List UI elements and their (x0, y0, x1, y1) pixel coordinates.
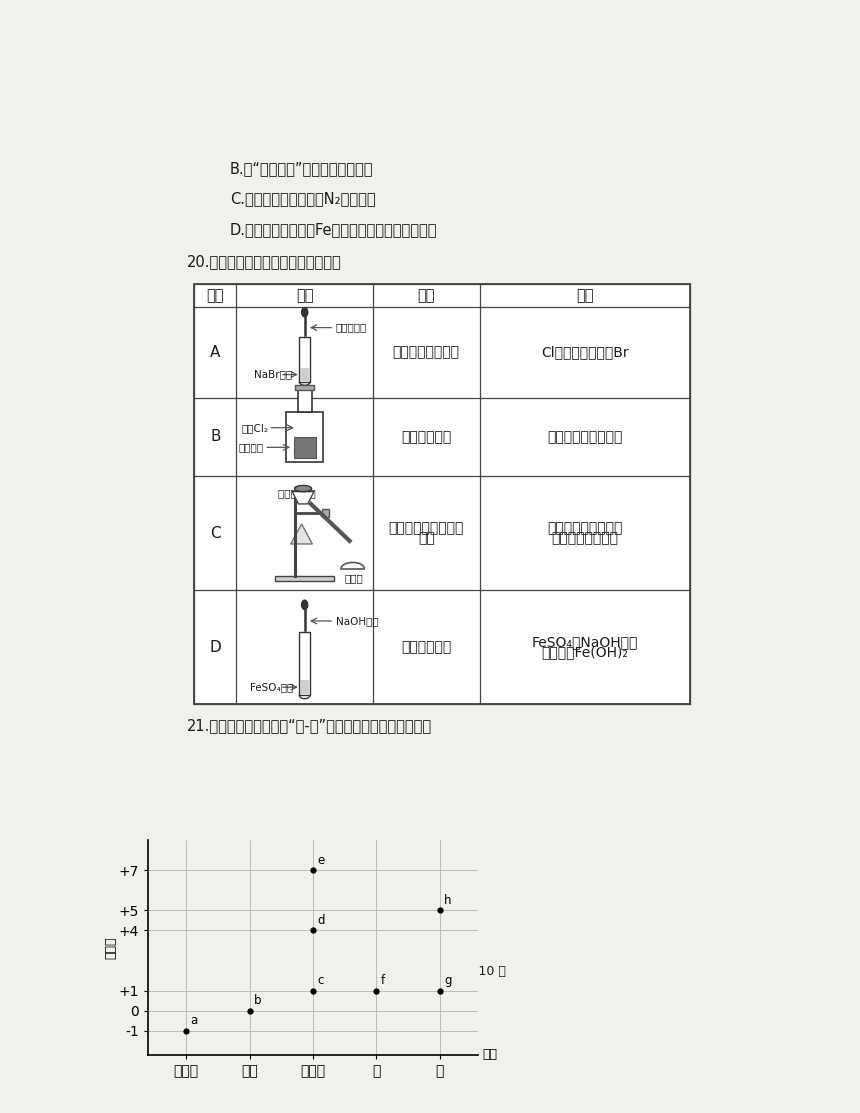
Bar (194, 284, 691, 705)
Text: FeSO₄溶液: FeSO₄溶液 (250, 682, 293, 692)
Text: 干燥氯气具有漂白性: 干燥氯气具有漂白性 (547, 430, 623, 444)
Bar (286, 412, 323, 462)
Text: 现象: 现象 (417, 288, 435, 303)
Bar (298, 391, 311, 412)
Y-axis label: 化合价: 化合价 (104, 936, 117, 958)
Ellipse shape (302, 307, 308, 317)
Text: 成氮氧化鐵和氢气: 成氮氧化鐵和氢气 (551, 532, 618, 545)
Text: C: C (210, 525, 221, 541)
Text: FeSO₄与NaOH溶液: FeSO₄与NaOH溶液 (531, 634, 638, 649)
Text: 操作: 操作 (296, 288, 313, 303)
Bar (299, 337, 310, 382)
Text: 类别: 类别 (482, 1048, 497, 1062)
Text: 高一化学试题  第 5 页  共 10 页: 高一化学试题 第 5 页 共 10 页 (375, 965, 507, 978)
Text: b: b (254, 994, 261, 1007)
Text: 无色溶液变为橙色: 无色溶液变为橙色 (393, 345, 460, 359)
Bar (294, 436, 316, 459)
Text: Cl的非金属性强于Br: Cl的非金属性强于Br (541, 345, 629, 359)
Bar (300, 368, 310, 381)
Text: e: e (317, 854, 325, 867)
Text: NaBr溶液: NaBr溶液 (255, 370, 292, 380)
Bar (299, 632, 310, 695)
Text: a: a (191, 1014, 198, 1027)
Ellipse shape (295, 485, 311, 492)
Text: 有色鲜花褮色: 有色鲜花褮色 (401, 430, 452, 444)
Text: h: h (445, 894, 452, 907)
Text: 点燃肥胂泡，听到爆: 点燃肥胂泡，听到爆 (389, 521, 464, 535)
Text: g: g (445, 974, 452, 987)
Text: d: d (317, 914, 325, 927)
Text: 20.下列实验的现象与结论均正确的是: 20.下列实验的现象与结论均正确的是 (187, 254, 341, 269)
Bar (275, 575, 334, 581)
Text: D.　高温制备纳米级Fe时反应容器须保持充分干燥: D. 高温制备纳米级Fe时反应容器须保持充分干燥 (230, 223, 438, 237)
Text: 选项: 选项 (206, 288, 224, 303)
Ellipse shape (302, 600, 308, 610)
Text: 湿棉花  铁粉: 湿棉花 铁粉 (279, 489, 316, 499)
Text: 产生白色沉淠: 产生白色沉淠 (401, 640, 452, 654)
Text: D: D (210, 640, 221, 654)
Text: NaOH溶液: NaOH溶液 (335, 615, 378, 626)
Text: 新制的氯水: 新制的氯水 (335, 323, 367, 333)
Text: 结论: 结论 (576, 288, 593, 303)
Text: B.　“加热脱水”属于物理变化过程: B. “加热脱水”属于物理变化过程 (230, 160, 373, 176)
Text: C.　高温还原的过程中N₂作还原剂: C. 高温还原的过程中N₂作还原剂 (230, 191, 376, 207)
Polygon shape (292, 492, 314, 504)
Bar (322, 510, 329, 518)
Bar (295, 385, 314, 391)
Bar (300, 680, 310, 695)
Text: 有色鲜花: 有色鲜花 (238, 442, 263, 452)
Text: 反应生成Fe(OH)₂: 反应生成Fe(OH)₂ (542, 646, 629, 660)
Text: 干燥Cl₂: 干燥Cl₂ (242, 423, 269, 433)
Text: f: f (381, 974, 385, 987)
Text: B: B (210, 430, 221, 444)
Text: 鸣声: 鸣声 (418, 532, 434, 545)
Text: 21.如图是氯元素的部分“价-类”二维图，下列说法错误的是: 21.如图是氯元素的部分“价-类”二维图，下列说法错误的是 (187, 718, 432, 733)
Text: c: c (317, 974, 324, 987)
Polygon shape (291, 524, 312, 544)
Text: 鐵粉与水蒸气反应生: 鐵粉与水蒸气反应生 (547, 521, 623, 535)
Text: A: A (210, 345, 220, 359)
Text: 肥皂液: 肥皂液 (345, 573, 364, 583)
